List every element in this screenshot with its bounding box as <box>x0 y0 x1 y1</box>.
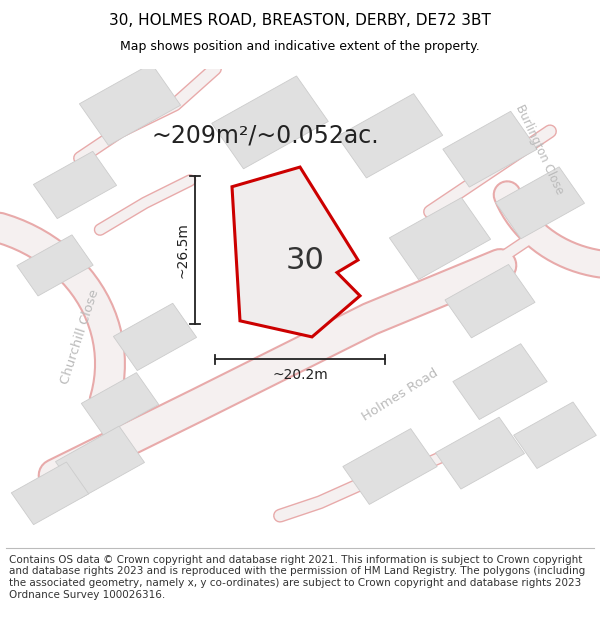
Text: Holmes Road: Holmes Road <box>359 366 440 424</box>
Text: 30, HOLMES ROAD, BREASTON, DERBY, DE72 3BT: 30, HOLMES ROAD, BREASTON, DERBY, DE72 3… <box>109 13 491 28</box>
Text: ~26.5m: ~26.5m <box>176 222 190 278</box>
Text: 30: 30 <box>286 246 325 276</box>
Polygon shape <box>389 198 491 279</box>
Polygon shape <box>343 429 437 504</box>
Polygon shape <box>82 372 158 435</box>
Polygon shape <box>212 76 328 169</box>
Polygon shape <box>445 264 535 338</box>
Text: Churchill Close: Churchill Close <box>59 288 101 386</box>
Text: Contains OS data © Crown copyright and database right 2021. This information is : Contains OS data © Crown copyright and d… <box>9 555 585 599</box>
Polygon shape <box>496 167 584 239</box>
Polygon shape <box>79 64 181 146</box>
Polygon shape <box>34 151 116 219</box>
Polygon shape <box>443 111 537 187</box>
Polygon shape <box>55 426 145 498</box>
Text: Map shows position and indicative extent of the property.: Map shows position and indicative extent… <box>120 40 480 53</box>
Polygon shape <box>436 417 524 489</box>
Text: ~20.2m: ~20.2m <box>272 368 328 382</box>
Text: Burlington Close: Burlington Close <box>514 102 566 196</box>
Polygon shape <box>17 235 93 296</box>
Polygon shape <box>113 303 197 371</box>
Polygon shape <box>453 344 547 419</box>
Polygon shape <box>337 94 443 178</box>
Polygon shape <box>514 402 596 469</box>
Polygon shape <box>11 462 89 524</box>
Polygon shape <box>232 167 360 337</box>
Text: ~209m²/~0.052ac.: ~209m²/~0.052ac. <box>151 124 379 148</box>
